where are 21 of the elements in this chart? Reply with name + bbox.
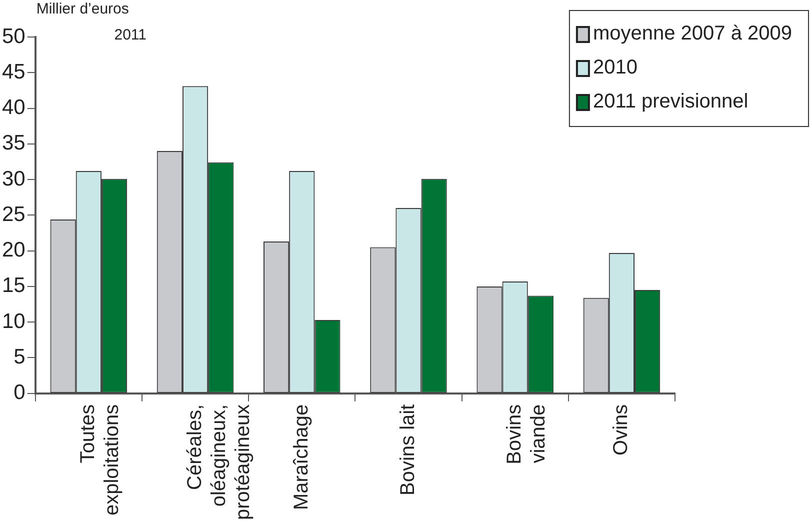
y-tick-label: 5 xyxy=(14,346,26,369)
y-axis-title: Millier d’euros xyxy=(36,0,129,18)
legend-label: 2010 xyxy=(592,56,638,79)
y-tick-label: 30 xyxy=(2,167,26,190)
legend-label: 2011 previsionnel xyxy=(592,90,748,113)
y-tick-label: 50 xyxy=(2,24,26,48)
x-tick-label: Ovins xyxy=(610,404,632,456)
y-tick-label: 25 xyxy=(2,202,26,226)
legend-label: moyenne 2007 à 2009 xyxy=(592,22,792,45)
x-tick-label: Toutes exploitations xyxy=(77,404,124,516)
y-tick-label: 35 xyxy=(2,132,26,155)
y-tick-label: 0 xyxy=(14,381,26,404)
y-tick-label: 10 xyxy=(2,310,26,333)
x-tick-label: Bovins viande xyxy=(504,404,550,464)
y-tick-label: 40 xyxy=(2,96,26,120)
y-tick-label: 20 xyxy=(2,238,26,262)
chart-subtitle: 2011 xyxy=(114,26,146,44)
y-tick-label: 45 xyxy=(2,60,26,84)
x-tick-label: Bovins lait xyxy=(397,404,419,496)
x-tick-label: Maraîchage xyxy=(290,404,312,510)
y-tick-label: 15 xyxy=(2,274,26,298)
